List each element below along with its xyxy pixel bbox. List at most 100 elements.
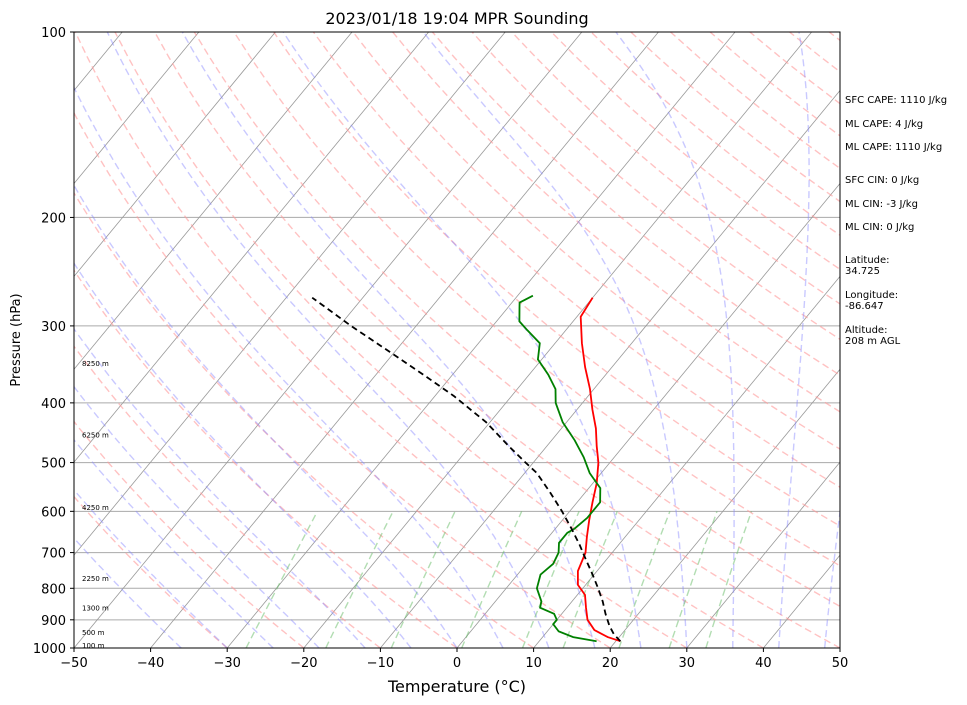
moist-adiabat-line [74,488,228,648]
moist-adiabat-line [422,32,688,648]
x-tick-label: 40 [755,656,772,671]
x-tick-label: −30 [213,656,240,671]
moist-adiabat-line [74,327,366,648]
dry-adiabat-line [114,32,764,648]
mixing-ratio-line [668,511,718,648]
dry-adiabat-line [233,32,840,567]
isotherm-line [303,32,812,648]
dry-adiabat-line [74,495,228,648]
dry-adiabat-line [74,420,305,648]
x-tick-label: −10 [367,656,394,671]
isotherm-line [74,32,353,370]
dry-adiabat-line [709,32,840,137]
altitude-label: 2250 m [82,575,109,583]
x-tick-label: −50 [60,656,87,671]
x-axis-label: Temperature (°C) [387,677,526,696]
altitude-label: 8250 m [82,360,109,368]
dry-adiabat-line [74,345,381,648]
mixing-ratio-line [390,510,456,648]
y-tick-label: 300 [41,320,66,335]
sfc-cape: SFC CAPE: 1110 J/kg [845,95,948,106]
x-tick-label: −40 [137,656,164,671]
y-axis-label: Pressure (hPa) [9,293,24,386]
dry-adiabat-line [74,191,534,648]
isotherm-line [686,461,840,648]
isotherm-line [74,32,276,277]
x-tick-label: 20 [602,656,619,671]
dry-adiabat-line [312,32,840,489]
y-tick-label: 100 [41,26,66,41]
altitude-label: 6250 m [82,432,109,440]
mixing-ratio-line [618,511,671,648]
moist-adiabat-line [615,32,735,648]
isotherm-line [226,32,736,648]
isotherm-line [609,368,840,648]
isotherm-line [74,32,200,185]
x-tick-label: 30 [679,656,696,671]
dry-adiabat-line [392,32,840,413]
dry-adiabat-line [74,32,688,648]
isotherm-line [533,275,840,648]
y-tick-label: 500 [41,457,66,472]
dry-adiabat-line [154,32,840,648]
moist-adiabat-line [282,32,642,648]
altitude-value: 208 m AGL [845,336,901,347]
moist-adiabat-line [778,32,810,648]
y-tick-label: 700 [41,547,66,562]
dry-adiabat-line [352,32,840,450]
moist-adiabat-line [74,184,458,648]
dry-adiabat-line [74,111,611,648]
dry-adiabat-line [471,32,840,341]
x-tick-label: 10 [525,656,542,671]
moist-adiabat-line [74,262,412,648]
dewpoint-profile-line [518,294,602,643]
y-tick-label: 900 [41,614,66,629]
ml-cape-1: ML CAPE: 4 J/kg [845,119,924,130]
latitude-value: 34.725 [845,266,880,277]
longitude-label: Longitude: [845,290,899,301]
altitude-label: 500 m [82,629,105,637]
altitude-label: 4250 m [82,504,109,512]
moist-adiabat-line [74,385,320,648]
mixing-ratio-line [325,510,394,648]
isotherm-line [74,32,506,556]
mixing-ratio-line [562,511,618,648]
moist-adiabat-line [181,32,596,648]
x-tick-label: 0 [453,656,461,671]
y-tick-label: 600 [41,505,66,520]
moist-adiabat-line [74,438,274,648]
isotherm-line [456,182,840,648]
mixing-ratio-line [245,510,319,648]
x-tick-label: −20 [290,656,317,671]
ml-cape-2: ML CAPE: 1110 J/kg [845,142,943,153]
altitude-label: 1300 m [82,604,109,612]
moist-adiabat-line [74,537,182,648]
isotherm-line [74,32,583,648]
dry-adiabat-line [511,32,840,305]
y-tick-label: 1000 [33,642,66,657]
altitude-label: 100 m [82,642,105,650]
dry-adiabat-line [431,32,840,377]
x-tick-label: 50 [832,656,849,671]
parcel-profile-line [311,296,622,642]
dry-adiabat-line [193,32,840,608]
dry-adiabat-line [74,269,458,648]
isotherm-line [74,32,429,463]
y-tick-label: 400 [41,397,66,412]
altitude-label: Altitude: [845,325,888,336]
chart-title: 2023/01/18 19:04 MPR Sounding [325,9,588,28]
isotherm-line [380,89,840,648]
y-tick-label: 800 [41,582,66,597]
ml-cin-2: ML CIN: 0 J/kg [845,222,915,233]
moist-adiabat-line [106,32,550,648]
longitude-value: -86.647 [845,301,884,312]
y-tick-label: 200 [41,211,66,226]
ml-cin-1: ML CIN: -3 J/kg [845,199,918,210]
latitude-label: Latitude: [845,255,890,266]
dry-adiabat-line [273,32,840,527]
mixing-ratio-line [705,511,753,648]
temperature-profile-line [577,297,621,643]
moist-adiabat-line [74,85,504,648]
sfc-cin: SFC CIN: 0 J/kg [845,175,920,186]
